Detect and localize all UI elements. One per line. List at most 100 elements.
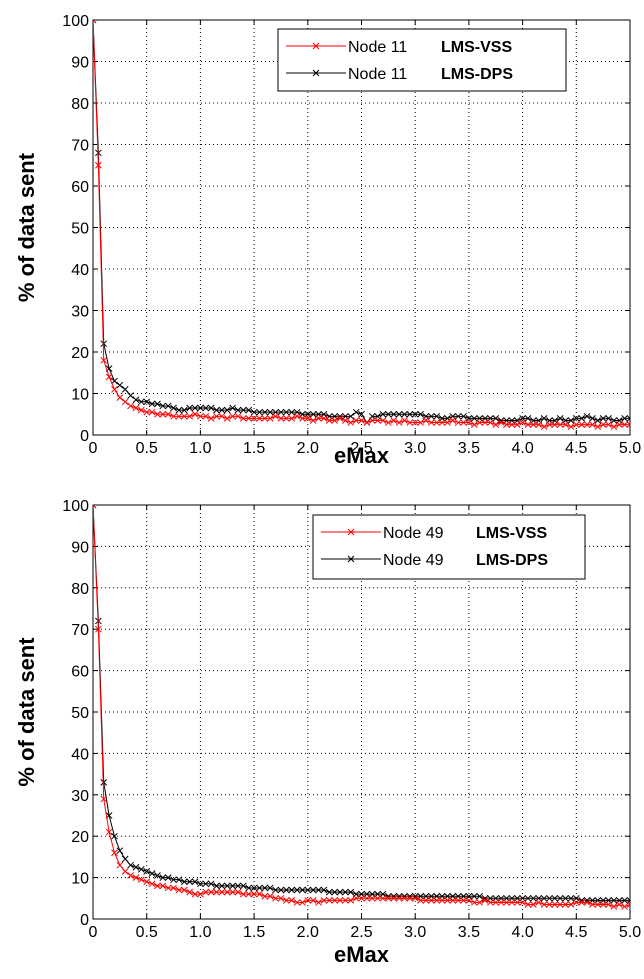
data-point xyxy=(556,421,564,428)
data-point xyxy=(529,894,537,902)
data-point xyxy=(621,415,628,422)
data-point xyxy=(266,884,274,892)
data-point xyxy=(540,901,548,908)
x-tick-label: 0 xyxy=(89,440,98,457)
data-point xyxy=(422,897,430,904)
data-point xyxy=(143,408,151,416)
data-point xyxy=(508,421,516,428)
data-point xyxy=(105,373,113,381)
y-tick-label: 100 xyxy=(62,498,89,515)
data-point xyxy=(352,894,360,902)
data-point xyxy=(240,890,247,898)
data-point xyxy=(137,876,145,884)
data-point xyxy=(572,415,580,422)
data-point xyxy=(170,412,177,420)
data-point xyxy=(116,847,124,855)
data-point xyxy=(127,861,134,869)
x-tick-label: 0.5 xyxy=(136,924,158,941)
data-point xyxy=(186,412,194,420)
data-point xyxy=(540,415,548,422)
y-tick-label: 10 xyxy=(71,387,89,404)
data-point xyxy=(578,421,586,428)
y-tick-label: 50 xyxy=(71,705,89,722)
data-point xyxy=(465,419,473,426)
data-point xyxy=(293,899,301,906)
data-point xyxy=(95,161,102,169)
data-point xyxy=(578,899,586,906)
data-point xyxy=(175,406,183,414)
y-tick-label: 20 xyxy=(71,829,89,846)
data-point xyxy=(154,410,161,418)
data-point xyxy=(277,415,285,422)
data-point xyxy=(519,419,526,426)
data-point xyxy=(234,412,242,420)
data-point xyxy=(315,899,322,906)
data-point xyxy=(159,410,167,418)
data-point xyxy=(395,410,403,418)
data-point xyxy=(148,880,156,888)
data-point xyxy=(497,419,505,426)
data-point xyxy=(610,423,618,431)
data-point xyxy=(342,897,349,904)
legend-swatch-marker xyxy=(347,555,355,563)
data-point xyxy=(352,417,360,424)
data-point xyxy=(417,419,424,426)
data-point xyxy=(277,408,285,416)
data-point xyxy=(444,897,451,904)
data-point xyxy=(417,410,424,418)
data-point xyxy=(503,421,510,428)
data-point xyxy=(481,897,489,904)
data-point xyxy=(148,408,156,416)
data-point xyxy=(245,406,253,414)
data-point xyxy=(583,421,591,428)
data-point xyxy=(170,876,177,884)
data-point xyxy=(384,410,392,418)
data-point xyxy=(234,406,242,414)
data-point xyxy=(487,419,494,426)
data-point xyxy=(207,880,215,888)
data-point xyxy=(481,419,489,426)
x-axis-label: eMax xyxy=(334,942,390,967)
data-point xyxy=(417,897,424,904)
data-point xyxy=(513,899,521,906)
data-point xyxy=(197,404,204,412)
data-point xyxy=(127,402,134,410)
data-point xyxy=(374,894,381,902)
data-point xyxy=(218,882,226,890)
data-point xyxy=(460,412,467,420)
data-point xyxy=(288,415,296,422)
data-point xyxy=(282,415,290,422)
x-tick-label: 2.5 xyxy=(350,924,372,941)
data-point xyxy=(191,878,199,886)
data-point xyxy=(282,897,290,904)
x-tick-label: 4.0 xyxy=(511,440,533,457)
data-point xyxy=(605,415,612,422)
data-point xyxy=(572,421,580,428)
y-tick-label: 50 xyxy=(71,221,89,238)
legend-entry-suffix: LMS-DPS xyxy=(441,66,513,83)
data-point xyxy=(111,377,118,385)
data-point xyxy=(100,795,108,803)
x-tick-label: 1.0 xyxy=(189,440,211,457)
y-axis-label: % of data sent xyxy=(14,637,39,787)
data-point xyxy=(240,882,247,890)
data-point xyxy=(309,410,317,418)
data-point xyxy=(578,415,586,422)
data-point xyxy=(556,415,564,422)
data-point xyxy=(492,415,500,422)
data-point xyxy=(256,408,263,416)
y-tick-label: 80 xyxy=(71,581,89,598)
data-point xyxy=(390,417,398,424)
data-point xyxy=(186,878,194,886)
data-point xyxy=(476,419,483,426)
data-point xyxy=(288,897,296,904)
legend-entry-prefix: Node 11 xyxy=(348,66,407,83)
data-point xyxy=(401,410,408,418)
data-point xyxy=(460,419,467,426)
data-point xyxy=(599,421,607,428)
data-point xyxy=(610,417,618,424)
data-point xyxy=(159,874,167,881)
y-tick-label: 0 xyxy=(80,912,89,929)
data-point xyxy=(615,421,623,428)
data-point xyxy=(143,398,151,406)
